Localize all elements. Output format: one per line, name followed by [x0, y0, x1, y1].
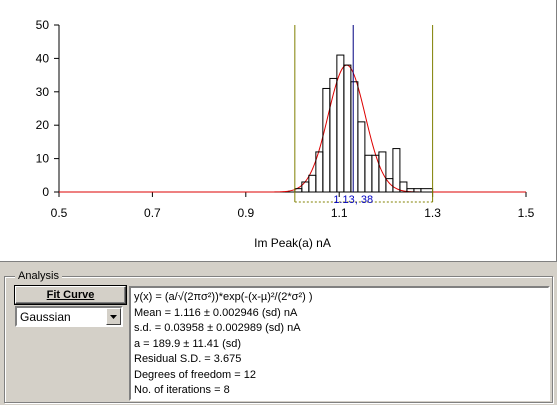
histogram-bar [343, 64, 352, 193]
x-tick-label: 1.3 [424, 206, 441, 220]
histogram-bar [364, 154, 373, 193]
result-mean: Mean = 1.116 ± 0.002946 (sd) nA [134, 306, 298, 319]
analysis-panel: Analysis Fit Curve Gaussian y(x) = (a/√(… [4, 269, 553, 403]
y-tick-label: 10 [36, 152, 50, 166]
histogram-chart[interactable]: 0 10 20 30 40 50 0.5 0.7 0.9 1.1 1.3 1.5 Im Peak(a) … [0, 0, 556, 261]
dropdown-arrow-button[interactable] [106, 308, 121, 325]
y-tick-label: 40 [36, 51, 50, 65]
gaussian-fit-curve [59, 64, 526, 193]
histogram-bar [399, 181, 408, 193]
x-tick-label: 0.7 [144, 206, 161, 220]
histogram-bar [350, 81, 359, 193]
y-tick-label: 20 [36, 118, 50, 132]
fit-results-textbox[interactable]: y(x) = (a/√(2πσ²))*exp(-(x-µ)²/(2*σ²) ) … [129, 286, 550, 401]
result-amplitude: a = 189.9 ± 11.41 (sd) [134, 337, 242, 350]
x-tick-label: 1.5 [518, 206, 535, 220]
result-equation: y(x) = (a/√(2πσ²))*exp(-(x-µ)²/(2*σ²) ) [134, 291, 313, 303]
fit-model-value: Gaussian [20, 310, 71, 324]
y-tick-label: 30 [36, 85, 50, 99]
x-axis-label: Im Peak(a) nA [254, 236, 331, 250]
histogram-bar [301, 181, 310, 193]
histogram-bar [378, 151, 387, 193]
histogram-bar [308, 174, 317, 193]
fit-model-dropdown[interactable]: Gaussian [15, 306, 123, 327]
histogram-bar [322, 87, 331, 193]
histogram-bar [336, 54, 345, 193]
result-residual-sd: Residual S.D. = 3.675 [134, 353, 242, 365]
fit-curve-button-label: Fit Curve [46, 289, 95, 301]
y-tick-label: 0 [42, 185, 49, 199]
y-tick-label: 50 [36, 18, 50, 32]
x-tick-label: 1.1 [331, 206, 348, 220]
histogram-bar [392, 148, 401, 193]
plot-panel: 0 10 20 30 40 50 0.5 0.7 0.9 1.1 1.3 1.5 Im Peak(a) … [0, 0, 557, 262]
histogram-bar [357, 121, 366, 193]
analysis-group-label: Analysis [15, 269, 62, 283]
chevron-down-icon [110, 315, 117, 319]
x-tick-label: 0.5 [51, 206, 68, 220]
fit-curve-button[interactable]: Fit Curve [15, 286, 126, 304]
result-degrees-of-freedom: Degrees of freedom = 12 [134, 368, 256, 381]
peak-marker-label: 1.13, 38 [333, 194, 373, 206]
result-sd: s.d. = 0.03958 ± 0.002989 (sd) nA [134, 322, 301, 334]
result-iterations: No. of iterations = 8 [134, 384, 230, 396]
x-tick-label: 0.9 [237, 206, 254, 220]
